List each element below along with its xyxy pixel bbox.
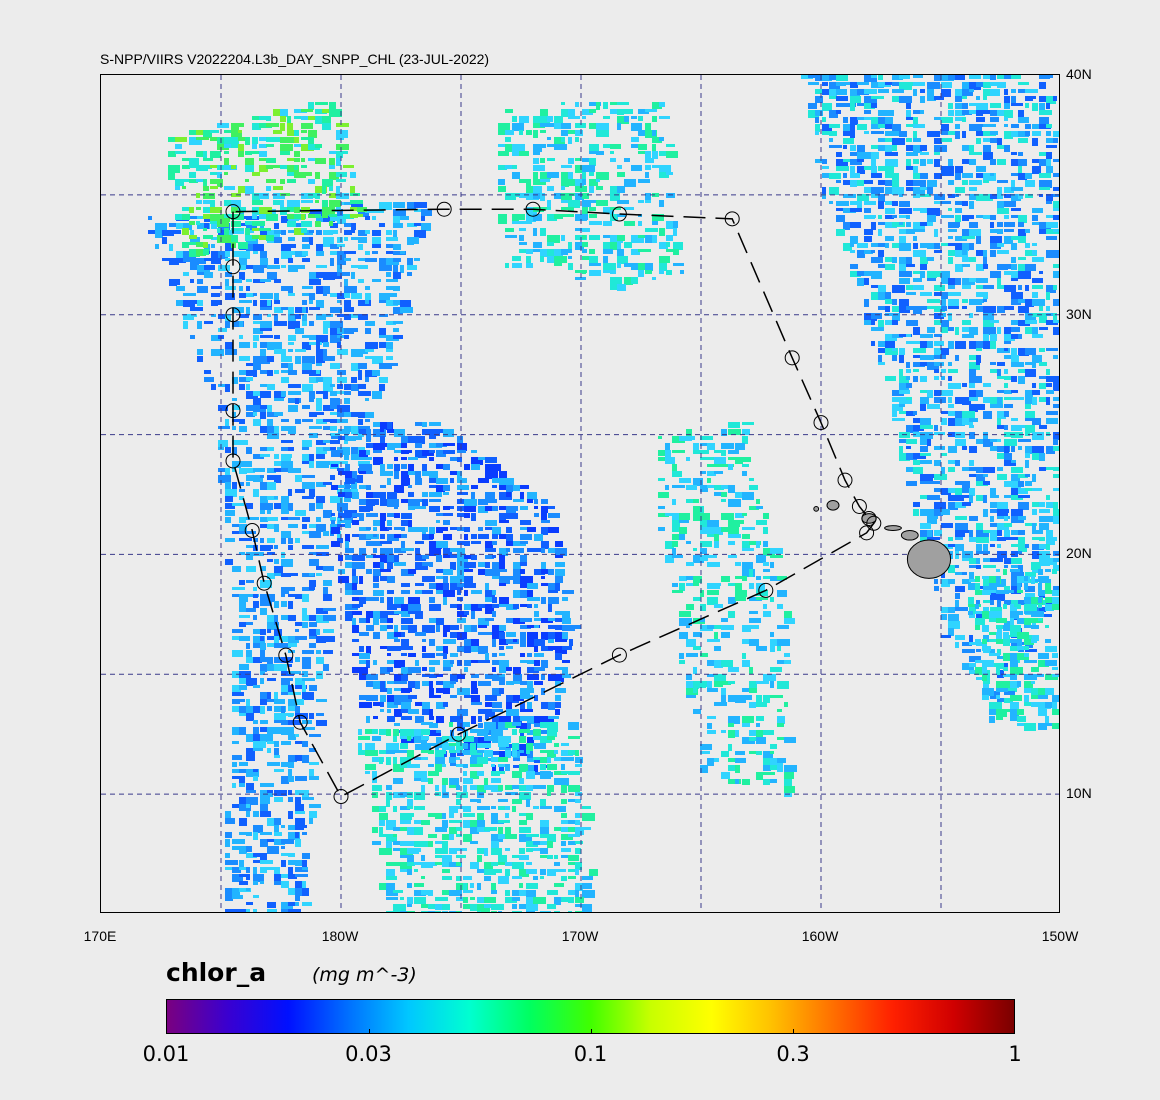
longitude-label: 170W: [561, 928, 599, 944]
map-frame: [100, 74, 1060, 913]
station-marker: [225, 307, 241, 323]
hawaiian-islands: [813, 499, 952, 579]
station-marker: [724, 211, 740, 227]
station-marker: [866, 515, 882, 531]
station-marker: [813, 415, 829, 431]
island-kauai: [826, 499, 840, 511]
colorbar-tick-mark: [793, 1029, 795, 1034]
colorbar-tick-label: 0.1: [573, 1042, 608, 1066]
station-marker: [225, 403, 241, 419]
colorbar-tick-label: 0.03: [345, 1042, 392, 1066]
station-marker: [851, 498, 867, 514]
colorbar-tick-label: 0.01: [142, 1042, 190, 1066]
station-marker: [436, 201, 452, 217]
longitude-label: 150W: [1041, 928, 1079, 944]
station-marker: [292, 714, 308, 730]
station-marker: [225, 204, 241, 220]
latitude-label: 10N: [1066, 785, 1092, 802]
latitude-label: 40N: [1066, 66, 1092, 82]
island-hawaii: [906, 539, 952, 579]
station-marker: [278, 647, 294, 663]
colorbar-tick-mark: [1014, 1029, 1015, 1034]
longitude-label: 160W: [801, 928, 839, 944]
colorbar-units: (mg m^-3): [312, 964, 417, 986]
colorbar-tick-label: 1: [1008, 1042, 1022, 1066]
island-maui: [900, 529, 919, 541]
map-title: S-NPP/VIIRS V2022204.L3b_DAY_SNPP_CHL (2…: [100, 51, 490, 67]
island-niihau: [813, 505, 820, 512]
station-marker: [256, 575, 272, 591]
colorbar-tick-mark: [368, 1029, 370, 1034]
cruise-track: [225, 201, 882, 805]
station-marker: [859, 525, 875, 541]
longitude-label: 170E: [83, 928, 117, 944]
station-marker: [861, 510, 877, 526]
chlorophyll-map: [101, 75, 1059, 912]
colorbar-tick-mark: [166, 1029, 167, 1034]
chlorophyll-swaths: [148, 75, 1059, 912]
station-marker: [837, 472, 853, 488]
station-marker: [525, 201, 541, 217]
colorbar-tick-label: 0.3: [776, 1042, 810, 1066]
graticule: [101, 75, 1059, 912]
latitude-label: 20N: [1066, 545, 1092, 562]
station-marker: [784, 350, 800, 366]
longitude-label: 180W: [321, 928, 359, 944]
station-marker: [611, 647, 627, 663]
station-marker: [758, 582, 774, 598]
station-marker: [451, 726, 467, 742]
colorbar-tick-mark: [590, 1029, 592, 1034]
island-molokai: [884, 525, 902, 531]
track-line: [232, 208, 875, 798]
station-marker: [611, 206, 627, 222]
latitude-label: 30N: [1066, 305, 1092, 322]
station-marker: [333, 789, 349, 805]
station-marker: [225, 259, 241, 275]
station-marker: [225, 453, 241, 469]
station-marker: [244, 522, 260, 538]
colorbar-variable: chlor_a: [166, 958, 267, 987]
